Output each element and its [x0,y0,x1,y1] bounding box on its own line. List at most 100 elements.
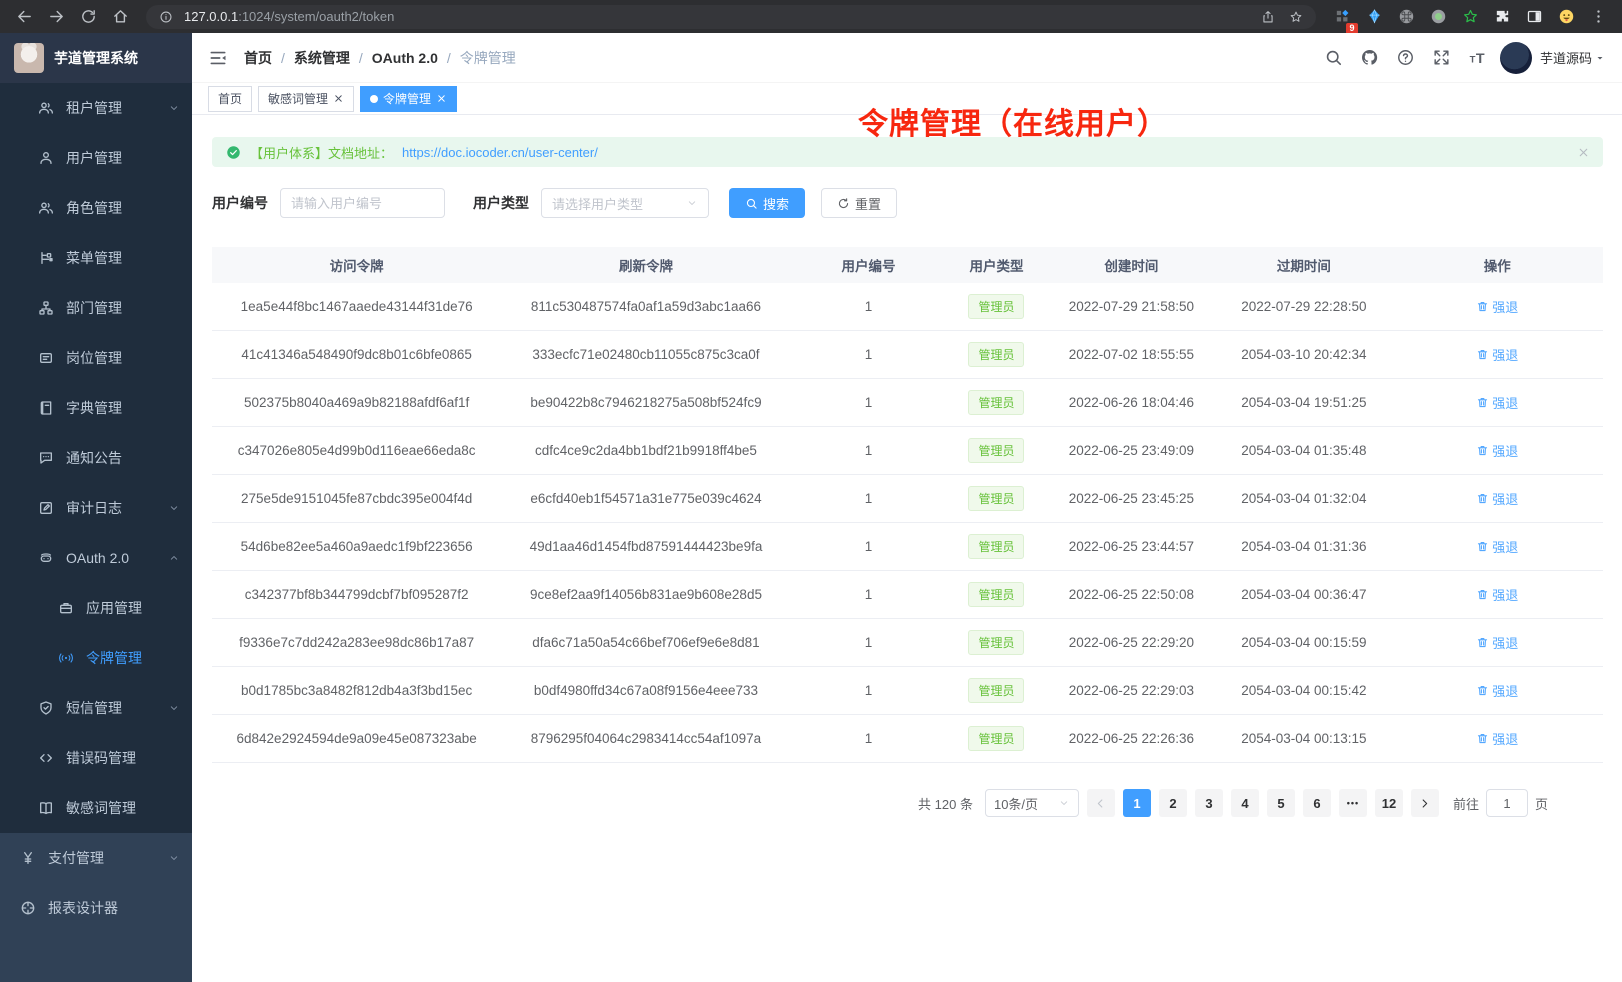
force-logout-button[interactable]: 强退 [1476,729,1518,748]
page-button-3[interactable]: 3 [1194,789,1223,817]
user-avatar[interactable] [1499,41,1532,74]
sidebar-item-sms[interactable]: 短信管理 [0,683,192,733]
force-logout-button[interactable]: 强退 [1476,633,1518,652]
browser-forward-icon[interactable] [42,3,70,31]
users-icon [38,200,54,216]
user-type-select[interactable]: 请选择用户类型 [541,188,709,218]
sidebar-item-audit-log[interactable]: 审计日志 [0,483,192,533]
user-type-cell: 管理员 [946,726,1046,751]
sidebar-item-label: 短信管理 [66,700,122,716]
user-type-badge: 管理员 [968,582,1025,607]
red-annotation-text: 令牌管理（在线用户） [858,108,1168,141]
tab-sensitive-word[interactable]: 敏感词管理 [258,85,355,112]
alert-doc-link[interactable]: https://doc.iocoder.cn/user-center/ [402,144,598,160]
app-logo[interactable]: 芋道管理系统 [0,33,192,83]
extension-star-icon[interactable] [1456,3,1484,31]
trash-icon [1476,492,1489,505]
tab-home[interactable]: 首页 [208,85,253,112]
sidebar-item-menu[interactable]: 菜单管理 [0,233,192,283]
force-logout-button[interactable]: 强退 [1476,489,1518,508]
browser-menu-icon[interactable] [1584,3,1612,31]
github-icon[interactable] [1356,44,1384,72]
refresh-token-cell: 49d1aa46d1454fbd87591444423be9fa [529,539,763,554]
sidebar-item-dict[interactable]: 字典管理 [0,383,192,433]
extension-gem-icon[interactable] [1360,3,1388,31]
tab-token[interactable]: 令牌管理 [360,85,458,112]
svg-text:T: T [1476,51,1485,67]
sidebar-item-dept[interactable]: 部门管理 [0,283,192,333]
page-button-2[interactable]: 2 [1158,789,1187,817]
force-logout-button[interactable]: 强退 [1476,681,1518,700]
user-menu-caret-icon[interactable] [1594,52,1606,64]
sidebar-item-label: 角色管理 [66,200,122,216]
refresh-token-cell: b0df4980ffd34c67a08f9156e4eee733 [533,683,759,698]
user-id-input[interactable] [280,188,445,218]
extension-pixel-icon[interactable]: 9 [1328,3,1358,34]
extension-record-icon[interactable] [1424,3,1452,31]
tab-close-icon[interactable] [436,93,447,104]
sidebar-item-notice[interactable]: 通知公告 [0,433,192,483]
side-panel-icon[interactable] [1520,3,1548,31]
sidebar-item-role[interactable]: 角色管理 [0,183,192,233]
prev-page-button[interactable] [1086,789,1115,817]
next-page-button[interactable] [1410,789,1439,817]
extension-command-icon[interactable] [1392,3,1420,31]
sidebar-item-pay[interactable]: 支付管理 [0,833,192,883]
search-icon[interactable] [1320,44,1348,72]
sidebar-item-sensitive-word[interactable]: 敏感词管理 [0,783,192,833]
breadcrumb-item[interactable]: 系统管理 [293,49,350,66]
tab-close-icon[interactable] [333,93,344,104]
sidebar-item-oauth2-token[interactable]: 令牌管理 [0,633,192,683]
extensions-puzzle-icon[interactable] [1488,3,1516,31]
sidebar-item-oauth2[interactable]: OAuth 2.0 [0,533,192,583]
help-icon[interactable] [1392,44,1420,72]
page-button-6[interactable]: 6 [1302,789,1331,817]
doc-alert-banner: 【用户体系】文档地址： https://doc.iocoder.cn/user-… [212,137,1603,167]
compass-icon [20,900,36,916]
fullscreen-icon[interactable] [1428,44,1456,72]
page-button-12[interactable]: 12 [1374,789,1403,817]
access-token-cell: 502375b8040a469a9b82188afdf6af1f [244,395,470,410]
browser-home-icon[interactable] [106,3,134,31]
force-logout-button[interactable]: 强退 [1476,297,1518,316]
user-type-badge: 管理员 [968,630,1025,655]
sidebar-item-user[interactable]: 用户管理 [0,133,192,183]
reset-button[interactable]: 重置 [821,188,898,218]
bookmark-star-icon[interactable] [1286,7,1306,27]
page-size-select[interactable]: 10条/页 [984,789,1079,817]
table-row: b0d1785bc3a8482f812db4a3f3bd15ec b0df4980… [212,667,1603,715]
create-time-cell: 2022-07-02 18:55:55 [1068,347,1195,362]
force-logout-button[interactable]: 强退 [1476,441,1518,460]
force-logout-button[interactable]: 强退 [1476,585,1518,604]
sidebar-item-post[interactable]: 岗位管理 [0,333,192,383]
browser-reload-icon[interactable] [74,3,102,31]
profile-avatar-emoji[interactable] [1552,3,1580,31]
sidebar-item-tenant[interactable]: 租户管理 [0,83,192,133]
breadcrumb-item[interactable]: OAuth 2.0 [371,49,438,66]
page-button-4[interactable]: 4 [1230,789,1259,817]
force-logout-button[interactable]: 强退 [1476,393,1518,412]
action-cell: 强退 [1392,729,1603,748]
address-bar[interactable]: 127.0.0.1:1024/system/oauth2/token [146,4,1316,29]
refresh-token-cell: 333ecfc71e02480cb11055c875c3ca0f [532,347,760,362]
page-button-5[interactable]: 5 [1266,789,1295,817]
sidebar: 芋道管理系统 租户管理 用户管理角色管理菜单管理 部门管理 岗位管理 字典管理 通知公告审… [0,33,192,982]
username-label[interactable]: 芋道源码 [1539,51,1592,66]
force-logout-button[interactable]: 强退 [1476,345,1518,364]
force-logout-button[interactable]: 强退 [1476,537,1518,556]
page-ellipsis-button[interactable]: ••• [1338,789,1367,817]
site-info-icon[interactable] [156,7,176,27]
browser-back-icon[interactable] [10,3,38,31]
goto-page-input[interactable] [1485,789,1528,817]
breadcrumb-item[interactable]: 首页 [244,49,272,66]
share-icon[interactable] [1258,7,1278,27]
sidebar-collapse-icon[interactable] [208,48,228,68]
sidebar-item-error-code[interactable]: 错误码管理 [0,733,192,783]
sidebar-item-oauth2-app[interactable]: 应用管理 [0,583,192,633]
search-button[interactable]: 搜索 [729,188,806,218]
page-button-1[interactable]: 1 [1122,789,1151,817]
sidebar-item-report-designer[interactable]: 报表设计器 [0,883,192,933]
alert-close-icon[interactable] [1577,146,1590,159]
